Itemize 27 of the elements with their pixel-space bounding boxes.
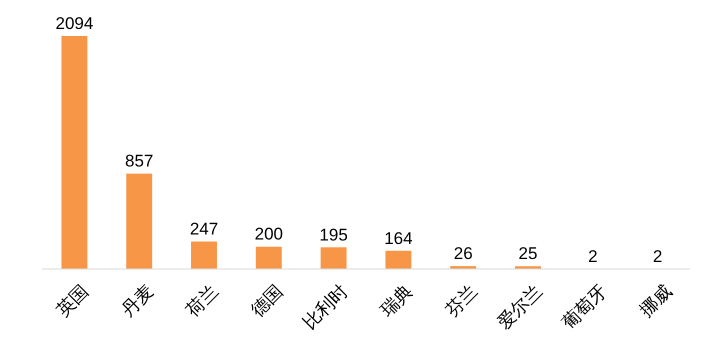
bar — [191, 242, 217, 269]
data-label: 26 — [454, 244, 473, 264]
bar — [61, 36, 88, 269]
x-tick-label: 葡萄牙 — [558, 280, 611, 334]
x-tick-label: 荷兰 — [182, 280, 222, 320]
data-label: 2 — [652, 246, 662, 266]
x-tick-label: 芬兰 — [441, 280, 482, 320]
data-label: 195 — [319, 225, 348, 244]
data-label: 2094 — [55, 14, 94, 33]
x-tick-label: 丹麦 — [117, 280, 158, 320]
bar — [126, 174, 152, 269]
data-label: 2 — [588, 246, 598, 266]
bar — [320, 247, 347, 269]
x-tick-label: 挪威 — [636, 280, 676, 320]
data-label: 857 — [125, 152, 154, 171]
bar — [515, 266, 541, 269]
bar — [256, 246, 282, 269]
bar — [385, 250, 412, 269]
x-tick-label: 德国 — [247, 280, 287, 320]
x-tick-label: 英国 — [52, 280, 92, 320]
x-tick-label: 比利时 — [299, 280, 352, 334]
data-label: 164 — [384, 228, 413, 248]
data-label: 25 — [518, 244, 538, 264]
data-label: 200 — [254, 224, 283, 244]
x-tick-label: 爱尔兰 — [494, 280, 546, 334]
data-label: 247 — [190, 220, 218, 239]
x-tick-label: 瑞典 — [376, 280, 416, 320]
